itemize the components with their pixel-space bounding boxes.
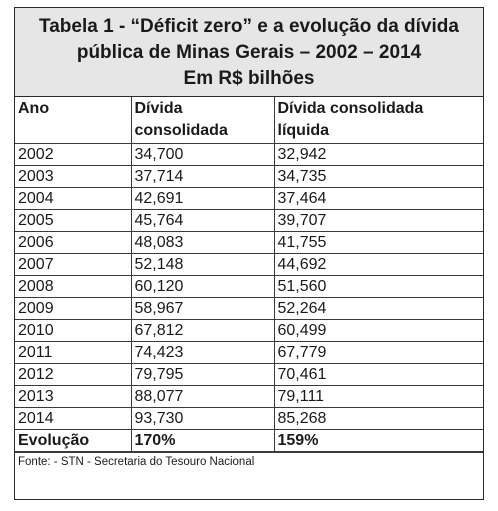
table-title-unit: Em R$ bilhões (183, 68, 315, 89)
cell-net-debt: 60,499 (273, 318, 483, 342)
cell-debt: 93,730 (130, 406, 275, 430)
table-row: 2014 93,730 85,268 (15, 406, 483, 430)
cell-debt: 58,967 (130, 296, 275, 320)
cell-debt: 42,691 (130, 186, 275, 210)
cell-net-debt: 37,464 (273, 186, 483, 210)
cell-net-debt: 41,755 (273, 230, 483, 254)
cell-net-debt: 85,268 (273, 406, 483, 430)
cell-net-debt: 70,461 (273, 362, 483, 386)
cell-year: 2002 (15, 142, 132, 166)
cell-net-debt: 52,264 (273, 296, 483, 320)
table-row: 2008 60,120 51,560 (15, 274, 483, 298)
cell-debt: 79,795 (130, 362, 275, 386)
cell-debt: 88,077 (130, 384, 275, 408)
column-header-debt-line-2: consolidada (134, 122, 228, 139)
table-row: 2010 67,812 60,499 (15, 318, 483, 342)
cell-net-debt: 51,560 (273, 274, 483, 298)
cell-year: 2008 (15, 274, 132, 298)
table-row: 2011 74,423 67,779 (15, 340, 483, 364)
cell-debt: 52,148 (130, 252, 275, 276)
cell-net-debt: 32,942 (273, 142, 483, 166)
cell-net-debt: 39,707 (273, 208, 483, 232)
cell-net-debt: 67,779 (273, 340, 483, 364)
cell-debt: 48,083 (130, 230, 275, 254)
cell-debt: 34,700 (130, 142, 275, 166)
cell-year: 2004 (15, 186, 132, 210)
cell-debt: 74,423 (130, 340, 275, 364)
table-title-line-1: Tabela 1 - “Déficit zero” e a evolução d… (39, 16, 459, 37)
table-row: 2006 48,083 41,755 (15, 230, 483, 254)
table-row: 2004 42,691 37,464 (15, 186, 483, 210)
cell-net-debt: 44,692 (273, 252, 483, 276)
summary-row: Evolução 170% 159% (15, 428, 483, 452)
table-row: 2005 45,764 39,707 (15, 208, 483, 232)
source-note: Fonte: - STN - Secretaria do Tesouro Nac… (15, 451, 483, 471)
column-header-debt: Dívida consolidada (130, 97, 275, 144)
debt-table-figure: Tabela 1 - “Déficit zero” e a evolução d… (14, 7, 484, 500)
summary-debt-growth: 170% (130, 428, 275, 452)
cell-year: 2006 (15, 230, 132, 254)
table-row: 2003 37,714 34,735 (15, 164, 483, 188)
column-header-year: Ano (15, 97, 132, 144)
summary-net-debt-growth: 159% (273, 428, 483, 452)
cell-debt: 67,812 (130, 318, 275, 342)
cell-year: 2012 (15, 362, 132, 386)
summary-label: Evolução (15, 428, 132, 452)
cell-net-debt: 79,111 (273, 384, 483, 408)
cell-year: 2010 (15, 318, 132, 342)
column-header-year-label: Ano (18, 100, 50, 117)
cell-debt: 37,714 (130, 164, 275, 188)
table-row: 2007 52,148 44,692 (15, 252, 483, 276)
table-row: 2012 79,795 70,461 (15, 362, 483, 386)
table-row: 2002 34,700 32,942 (15, 142, 483, 166)
table-title-line-2: pública de Minas Gerais – 2002 – 2014 (76, 42, 422, 63)
cell-year: 2011 (15, 340, 132, 364)
table-header-row: Ano Dívida consolidada Dívida consolidad… (15, 97, 483, 144)
cell-year: 2005 (15, 208, 132, 232)
column-header-net-debt: Dívida consolidada líquida (273, 97, 483, 144)
cell-year: 2009 (15, 296, 132, 320)
table-row: 2013 88,077 79,111 (15, 384, 483, 408)
cell-year: 2013 (15, 384, 132, 408)
column-header-net-debt-line-2: líquida (277, 122, 330, 139)
column-header-net-debt-line-1: Dívida consolidada (277, 100, 424, 117)
cell-year: 2007 (15, 252, 132, 276)
cell-debt: 45,764 (130, 208, 275, 232)
table-row: 2009 58,967 52,264 (15, 296, 483, 320)
debt-table: Ano Dívida consolidada Dívida consolidad… (15, 97, 483, 452)
cell-net-debt: 34,735 (273, 164, 483, 188)
column-header-debt-line-1: Dívida (134, 100, 183, 117)
table-title: Tabela 1 - “Déficit zero” e a evolução d… (15, 8, 483, 97)
cell-year: 2003 (15, 164, 132, 188)
cell-debt: 60,120 (130, 274, 275, 298)
cell-year: 2014 (15, 406, 132, 430)
